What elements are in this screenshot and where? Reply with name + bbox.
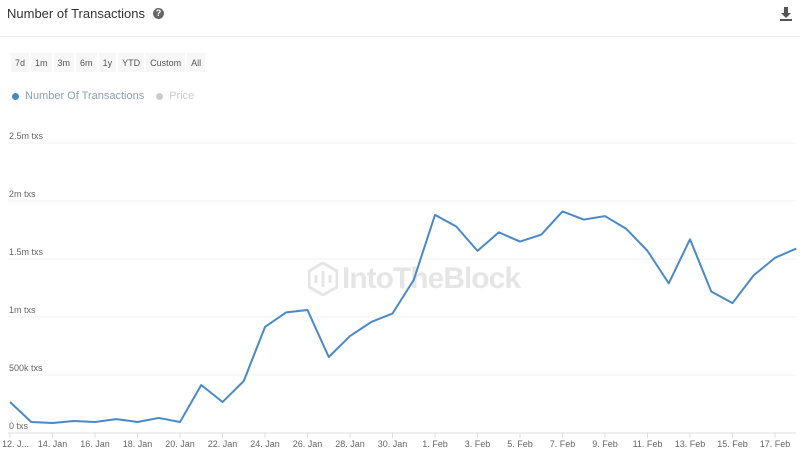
range-button-all[interactable]: All	[187, 53, 206, 72]
x-tick-label: 14. Jan	[38, 439, 68, 449]
range-button-1y[interactable]: 1y	[98, 53, 117, 72]
x-tick-label: 22. Jan	[208, 439, 238, 449]
legend-label: Price	[169, 90, 195, 102]
range-button-custom[interactable]: Custom	[146, 53, 186, 72]
legend-label: Number Of Transactions	[25, 90, 145, 102]
x-tick-label: 11. Feb	[633, 439, 663, 449]
series-line	[9, 210, 797, 425]
y-tick-label: 500k txs	[9, 363, 43, 373]
legend: Number Of Transactions Price	[12, 90, 206, 102]
x-tick-label: 28. Jan	[335, 439, 365, 449]
x-tick-label: 30. Jan	[378, 439, 408, 449]
title-row: Number of Transactions ?	[7, 6, 165, 21]
x-tick-label: 17. Feb	[760, 439, 791, 449]
x-tick-label: 13. Feb	[675, 439, 706, 449]
x-tick-label: 24. Jan	[250, 439, 280, 449]
range-button-3m[interactable]: 3m	[53, 53, 75, 72]
legend-item-transactions[interactable]: Number Of Transactions	[12, 90, 144, 102]
x-tick-label: 18. Jan	[123, 439, 153, 449]
y-tick-label: 2.5m txs	[9, 131, 44, 141]
y-tick-label: 2m txs	[9, 189, 36, 199]
x-tick-label: 12. J...	[2, 439, 29, 449]
y-tick-label: 0 txs	[9, 421, 29, 431]
x-tick-label: 20. Jan	[165, 439, 195, 449]
range-button-ytd[interactable]: YTD	[118, 53, 145, 72]
x-tick-label: 5. Feb	[507, 439, 533, 449]
watermark-logo: IntoTheBlock	[308, 262, 521, 296]
range-button-1m[interactable]: 1m	[31, 53, 52, 72]
range-button-7d[interactable]: 7d	[11, 53, 30, 72]
y-tick-label: 1.5m txs	[9, 247, 44, 257]
x-tick-label: 15. Feb	[717, 439, 748, 449]
question-circle-icon[interactable]: ?	[153, 8, 165, 19]
y-tick-label: 1m txs	[9, 305, 36, 315]
download-icon[interactable]	[779, 6, 793, 22]
x-tick-label: 7. Feb	[550, 439, 576, 449]
x-tick-label: 9. Feb	[592, 439, 618, 449]
legend-dot	[156, 92, 164, 100]
chart-title: Number of Transactions	[7, 6, 146, 21]
x-tick-label: 16. Jan	[80, 439, 110, 449]
x-tick-label: 1. Feb	[422, 439, 448, 449]
chart-header: Number of Transactions ?	[0, 0, 800, 37]
x-tick-label: 26. Jan	[293, 439, 323, 449]
range-button-6m[interactable]: 6m	[76, 53, 97, 72]
range-selector: 7d 1m 3m 6m 1y YTD Custom All	[11, 53, 206, 72]
legend-item-price[interactable]: Price	[156, 90, 194, 102]
x-tick-label: 3. Feb	[465, 439, 491, 449]
legend-dot	[12, 92, 19, 100]
